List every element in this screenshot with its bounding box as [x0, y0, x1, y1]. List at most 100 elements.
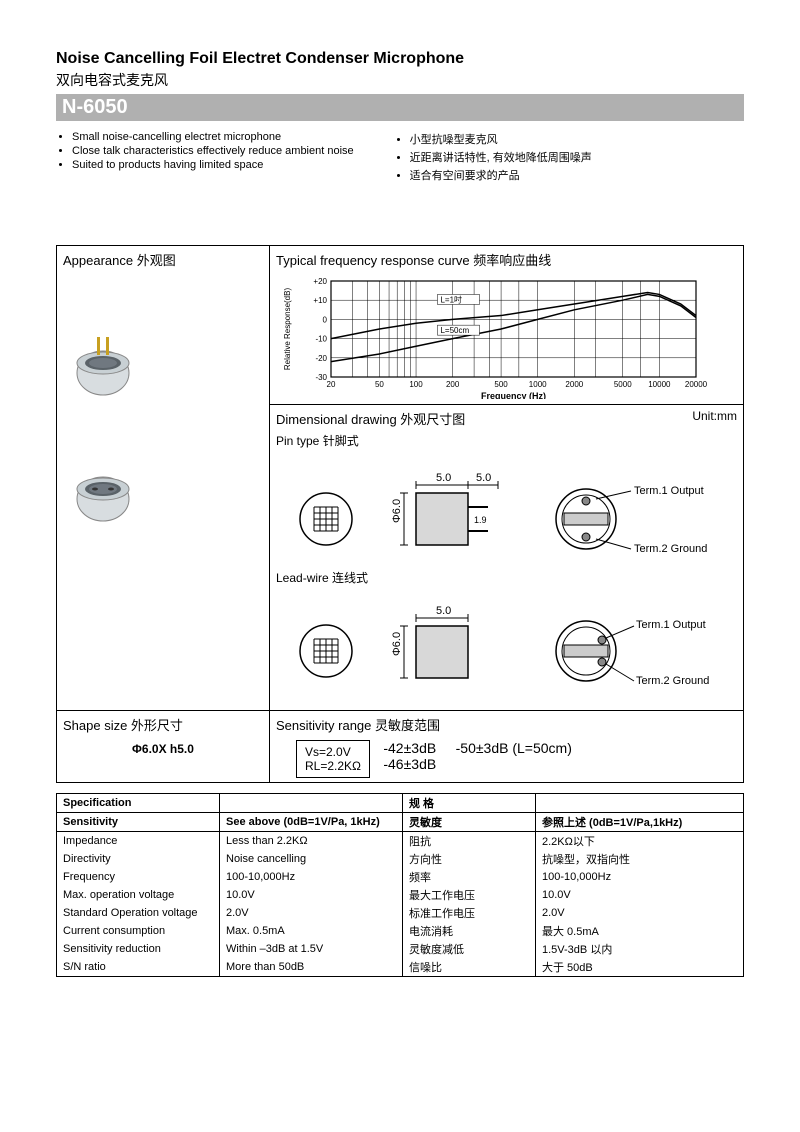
spec-cell: 灵敏度减低: [403, 940, 536, 958]
spec-cell: Directivity: [57, 850, 220, 868]
spec-row: SensitivitySee above (0dB=1V/Pa, 1kHz)灵敏…: [57, 813, 744, 832]
svg-text:Term.1 Output: Term.1 Output: [636, 619, 706, 631]
spec-cell: See above (0dB=1V/Pa, 1kHz): [220, 813, 403, 832]
spec-row: S/N ratioMore than 50dB信噪比大于 50dB: [57, 958, 744, 977]
main-diagram-table: Appearance 外观图 Typical frequency resp: [56, 245, 744, 783]
spec-header-row: Specification 规 格: [57, 794, 744, 813]
features-block: Small noise-cancelling electret micropho…: [56, 131, 744, 185]
frequency-response-cell: Typical frequency response curve 频率响应曲线 …: [270, 246, 744, 405]
shape-size-value: Φ6.0X h5.0: [63, 734, 263, 756]
svg-text:Term.2 Ground: Term.2 Ground: [636, 675, 709, 687]
svg-text:Frequency (Hz): Frequency (Hz): [481, 391, 546, 399]
spec-cell: Sensitivity reduction: [57, 940, 220, 958]
svg-text:5.0: 5.0: [436, 605, 451, 617]
spec-row: Sensitivity reductionWithin –3dB at 1.5V…: [57, 940, 744, 958]
vs-label: Vs=2.0V: [305, 745, 361, 759]
spec-cell: 频率: [403, 868, 536, 886]
spec-cell: 阻抗: [403, 832, 536, 851]
dim-width: 5.0: [436, 472, 451, 484]
spec-cell: 10.0V: [220, 886, 403, 904]
svg-text:20: 20: [327, 380, 336, 389]
unit-label: Unit:mm: [692, 409, 737, 423]
spec-header-en: Specification: [57, 794, 220, 813]
spec-cell: 最大工作电压: [403, 886, 536, 904]
features-list-en: Small noise-cancelling electret micropho…: [56, 131, 354, 185]
spec-cell: Max. operation voltage: [57, 886, 220, 904]
svg-text:5.0: 5.0: [476, 472, 491, 484]
svg-text:Relative Response(dB): Relative Response(dB): [283, 288, 292, 371]
svg-text:+10: +10: [313, 296, 327, 305]
sens-v3: -50±3dB (L=50cm): [456, 740, 572, 756]
svg-text:1.9: 1.9: [474, 515, 487, 525]
spec-row: DirectivityNoise cancelling方向性抗噪型，双指向性: [57, 850, 744, 868]
lead-wire-label: Lead-wire 连线式: [276, 569, 737, 586]
svg-text:+20: +20: [313, 277, 327, 286]
spec-row: Current consumptionMax. 0.5mA电流消耗最大 0.5m…: [57, 922, 744, 940]
lead-wire-diagram: 5.0 Φ6.0 Term.1 Output Term.2 Ground: [276, 586, 716, 706]
spec-cell: 2.2KΩ以下: [536, 832, 744, 851]
sensitivity-conditions: Vs=2.0V RL=2.2KΩ: [296, 740, 370, 778]
features-list-cn: 小型抗噪型麦克风近距离讲话特性, 有效地降低周围噪声适合有空间要求的产品: [394, 131, 592, 185]
svg-text:1000: 1000: [529, 380, 547, 389]
feature-item: Close talk characteristics effectively r…: [72, 145, 354, 157]
svg-text:L=1吋: L=1吋: [440, 294, 462, 304]
spec-cell: 信噪比: [403, 958, 536, 977]
svg-text:20000: 20000: [685, 380, 708, 389]
svg-text:-20: -20: [315, 354, 327, 363]
spec-row: ImpedanceLess than 2.2KΩ阻抗2.2KΩ以下: [57, 832, 744, 851]
svg-text:10000: 10000: [648, 380, 671, 389]
appearance-cell: Appearance 外观图: [57, 246, 270, 711]
sens-v2: -46±3dB: [383, 756, 436, 772]
spec-cell: 10.0V: [536, 886, 744, 904]
frequency-response-chart: -30-20-100+10+20205010020050010002000500…: [276, 269, 716, 399]
spec-cell: 电流消耗: [403, 922, 536, 940]
spec-row: Max. operation voltage10.0V最大工作电压10.0V: [57, 886, 744, 904]
spec-cell: 方向性: [403, 850, 536, 868]
svg-text:500: 500: [494, 380, 508, 389]
rl-label: RL=2.2KΩ: [305, 759, 361, 773]
spec-cell: 100-10,000Hz: [536, 868, 744, 886]
spec-cell: 2.0V: [220, 904, 403, 922]
spec-cell: Current consumption: [57, 922, 220, 940]
pin-type-label: Pin type 针脚式: [276, 432, 737, 449]
spec-cell: Sensitivity: [57, 813, 220, 832]
spec-row: Frequency100-10,000Hz频率100-10,000Hz: [57, 868, 744, 886]
spec-header-cn: 规 格: [403, 794, 536, 813]
svg-text:Φ6.0: Φ6.0: [391, 632, 403, 656]
sensitivity-title: Sensitivity range 灵敏度范围: [276, 715, 737, 734]
feature-item: 适合有空间要求的产品: [410, 167, 592, 183]
spec-cell: Less than 2.2KΩ: [220, 832, 403, 851]
feature-item: 近距离讲话特性, 有效地降低周围噪声: [410, 149, 592, 165]
spec-cell: More than 50dB: [220, 958, 403, 977]
spec-cell: Standard Operation voltage: [57, 904, 220, 922]
spec-cell: Within –3dB at 1.5V: [220, 940, 403, 958]
model-number-bar: N-6050: [56, 94, 744, 121]
sensitivity-range-cell: Sensitivity range 灵敏度范围 Vs=2.0V RL=2.2KΩ…: [270, 711, 744, 783]
title-chinese: 双向电容式麦克风: [56, 70, 744, 90]
spec-cell: Frequency: [57, 868, 220, 886]
microphone-image: [63, 269, 263, 529]
feature-item: 小型抗噪型麦克风: [410, 131, 592, 147]
dimensional-drawing-cell: Dimensional drawing 外观尺寸图 Unit:mm Pin ty…: [270, 405, 744, 711]
spec-cell: 100-10,000Hz: [220, 868, 403, 886]
spec-cell: Noise cancelling: [220, 850, 403, 868]
svg-text:2000: 2000: [565, 380, 583, 389]
shape-size-cell: Shape size 外形尺寸 Φ6.0X h5.0: [57, 711, 270, 783]
appearance-title: Appearance 外观图: [63, 250, 263, 269]
svg-text:L=50cm: L=50cm: [440, 326, 469, 335]
svg-text:0: 0: [323, 315, 328, 324]
spec-cell: S/N ratio: [57, 958, 220, 977]
spec-cell: Impedance: [57, 832, 220, 851]
shape-size-title: Shape size 外形尺寸: [63, 715, 263, 734]
dim-drawing-title: Dimensional drawing 外观尺寸图: [276, 412, 465, 427]
svg-text:100: 100: [409, 380, 423, 389]
feature-item: Suited to products having limited space: [72, 159, 354, 171]
pin-type-diagram: 5.0 5.0 Φ6.0 1.9 Term.1 Output Term.2 Gr…: [276, 449, 716, 569]
svg-text:50: 50: [375, 380, 384, 389]
term2-label: Term.2 Ground: [634, 543, 707, 555]
spec-cell: 灵敏度: [403, 813, 536, 832]
sensitivity-values: -42±3dB -50±3dB (L=50cm) -46±3dB: [383, 734, 572, 772]
svg-text:Φ6.0: Φ6.0: [391, 499, 403, 523]
spec-cell: 标准工作电压: [403, 904, 536, 922]
term1-label: Term.1 Output: [634, 485, 704, 497]
